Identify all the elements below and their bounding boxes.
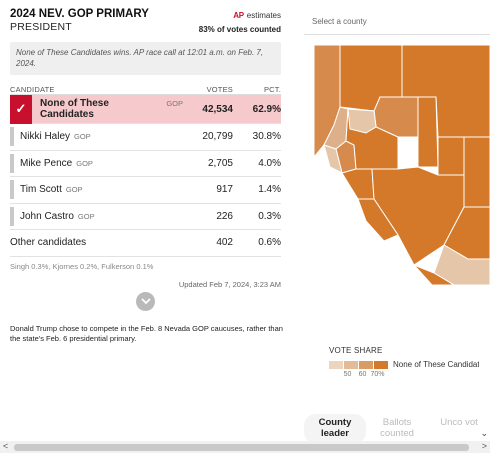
table-row: John Castro GOP 226 0.3% <box>10 204 281 230</box>
table-row: Nikki Haley GOP 20,799 30.8% <box>10 124 281 151</box>
legend-tick: 70% <box>370 371 385 378</box>
race-subtitle: PRESIDENT <box>10 21 72 33</box>
candidate-pct: 30.8% <box>252 131 281 143</box>
table-row: Mike Pence GOP 2,705 4.0% <box>10 151 281 177</box>
scroll-down-icon[interactable]: ⌄ <box>480 428 488 438</box>
table-row: Tim Scott GOP 917 1.4% <box>10 177 281 204</box>
candidate-votes: 42,534 <box>202 103 233 115</box>
race-title: 2024 NEV. GOP PRIMARY <box>10 8 149 20</box>
county-south[interactable] <box>413 264 455 285</box>
col-candidate: CANDIDATE <box>10 85 55 94</box>
expand-button[interactable] <box>136 291 155 311</box>
county-lander[interactable] <box>417 96 439 168</box>
candidate-party: GOP <box>77 211 95 221</box>
county-white-pine[interactable] <box>463 136 490 208</box>
other-candidates-label: Other candidates <box>10 237 87 249</box>
select-underline <box>304 34 490 35</box>
col-votes: VOTES <box>206 85 233 94</box>
vote-share-legend: VOTE SHARE None of These Candidates 50 6… <box>329 346 494 378</box>
map-tabs: County leader Ballots counted Unco vot <box>304 414 490 444</box>
legend-tick: 60 <box>358 371 367 378</box>
table-header: CANDIDATE VOTES PCT. <box>10 85 281 95</box>
col-pct: PCT. <box>263 85 281 94</box>
county-esmeralda[interactable] <box>357 198 399 242</box>
candidate-votes: 2,705 <box>207 157 233 169</box>
map-panel: Select a county VOTE SHARE None of These… <box>304 0 490 463</box>
candidate-name: Nikki Haley <box>20 131 71 143</box>
chevron-down-icon <box>140 297 151 304</box>
legend-swatch <box>374 360 388 369</box>
candidate-pct: 1.4% <box>258 184 281 196</box>
scroll-thumb[interactable] <box>14 444 469 451</box>
tab-county-leader[interactable]: County leader <box>304 414 366 444</box>
county-eureka[interactable] <box>437 136 465 176</box>
race-call-note: None of These Candidates wins. AP race c… <box>10 42 281 75</box>
candidate-name: John Castro <box>20 210 74 222</box>
candidate-color-bar <box>10 153 14 173</box>
candidate-party: GOP <box>74 132 91 142</box>
legend-swatch <box>329 360 343 369</box>
results-header: 2024 NEV. GOP PRIMARY PRESIDENT AP estima… <box>10 8 281 36</box>
candidate-color-bar <box>10 206 14 226</box>
candidate-name: None of These Candidates <box>40 98 109 120</box>
legend-tick: 50 <box>343 371 352 378</box>
other-votes: 402 <box>216 237 233 249</box>
legend-candidate-name: None of These Candidates <box>393 360 479 369</box>
candidate-votes: 917 <box>216 184 233 196</box>
county-reno-area[interactable] <box>347 108 377 134</box>
ap-estimates: AP estimates <box>233 11 281 20</box>
candidate-color-bar <box>10 127 14 147</box>
table-row-other: Other candidates 402 0.6% <box>10 230 281 257</box>
nevada-county-map[interactable] <box>314 45 490 285</box>
candidate-name: Tim Scott <box>20 184 62 196</box>
candidate-pct: 4.0% <box>258 157 281 169</box>
candidate-name: Mike Pence <box>20 157 73 169</box>
candidate-pct: 0.3% <box>258 210 281 222</box>
other-candidates-breakdown: Singh 0.3%, Kjornes 0.2%, Fulkerson 0.1% <box>10 261 154 271</box>
votes-counted: 83% of votes counted <box>198 25 281 34</box>
ap-logo-icon: AP <box>233 11 244 20</box>
horizontal-scrollbar[interactable]: < > <box>0 441 490 453</box>
candidate-votes: 226 <box>216 210 233 222</box>
table-row-winner: ✓ None of These Candidates GOP 42,534 62.… <box>10 94 281 124</box>
county-select[interactable]: Select a county <box>312 17 367 26</box>
candidate-color-bar <box>10 180 14 200</box>
candidate-party: GOP <box>65 185 83 195</box>
checkmark-icon: ✓ <box>10 94 32 124</box>
updated-timestamp: Updated Feb 7, 2024, 3:23 AM <box>178 279 281 289</box>
ap-estimates-label: estimates <box>246 11 281 20</box>
candidate-pct: 62.9% <box>252 103 281 115</box>
trump-footnote: Donald Trump chose to compete in the Feb… <box>10 323 283 343</box>
county-mineral[interactable] <box>341 168 375 200</box>
legend-ticks: 50 60 70% <box>329 371 494 378</box>
legend-swatch <box>344 360 358 369</box>
legend-title: VOTE SHARE <box>329 346 383 355</box>
scroll-left-icon[interactable]: < <box>3 441 9 451</box>
legend-swatch <box>359 360 373 369</box>
candidate-party: GOP <box>76 158 93 168</box>
tab-uncounted-votes[interactable]: Unco vot <box>440 417 478 428</box>
candidate-votes: 20,799 <box>202 131 233 143</box>
results-panel: 2024 NEV. GOP PRIMARY PRESIDENT AP estima… <box>10 8 283 344</box>
candidate-party: GOP <box>166 99 183 108</box>
tab-ballots-counted[interactable]: Ballots counted <box>380 417 414 439</box>
scroll-right-icon[interactable]: > <box>481 441 487 451</box>
other-pct: 0.6% <box>258 237 281 249</box>
